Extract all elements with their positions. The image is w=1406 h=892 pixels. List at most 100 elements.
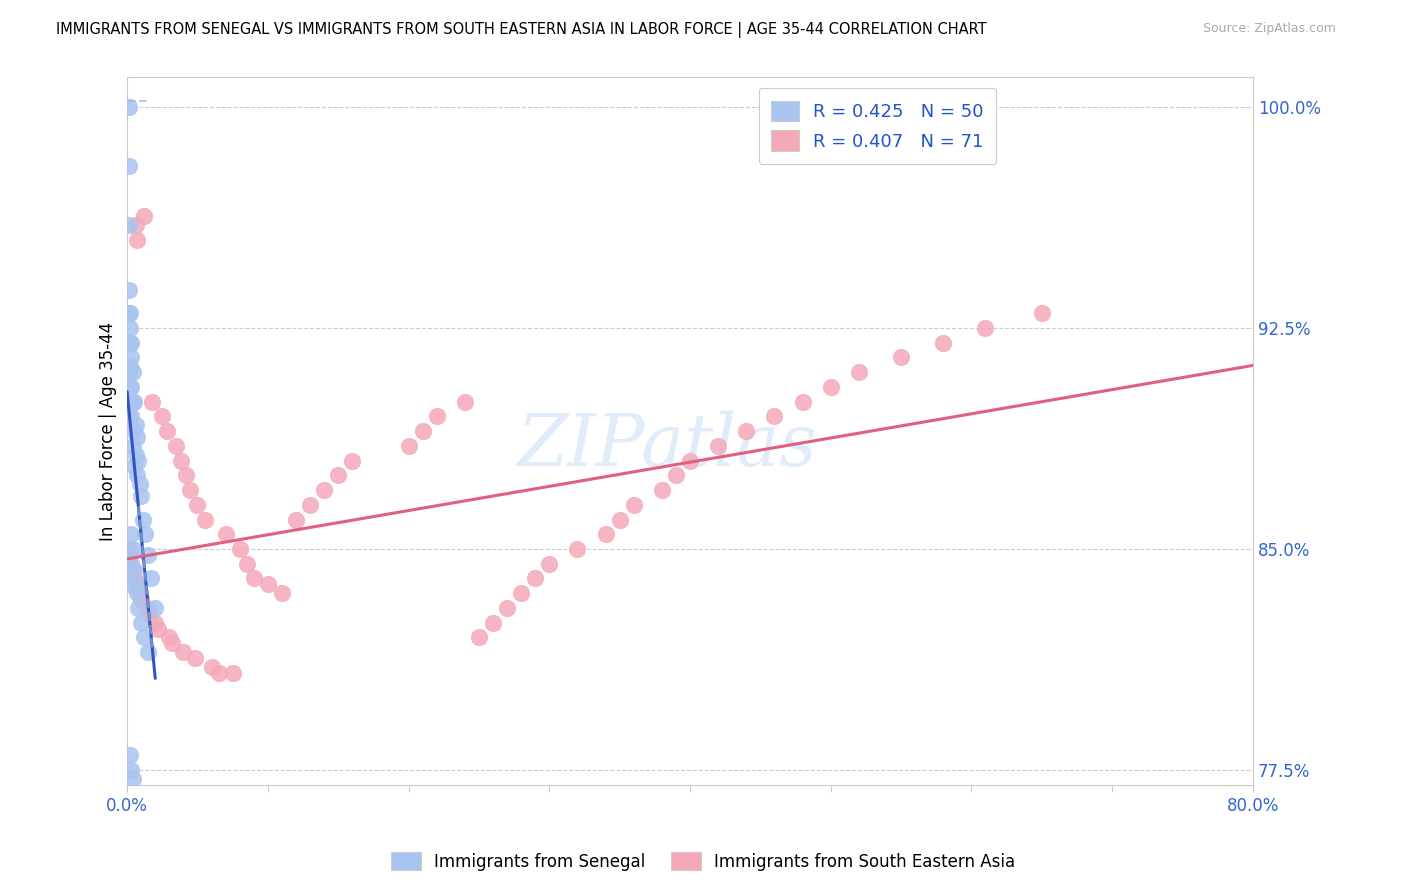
Point — [132, 631, 155, 645]
Text: ZIPatlas: ZIPatlas — [517, 410, 817, 481]
Point — [524, 571, 547, 585]
Point — [120, 380, 142, 394]
Point — [482, 615, 505, 630]
Point — [141, 394, 163, 409]
Point — [129, 489, 152, 503]
Legend: R = 0.425   N = 50, R = 0.407   N = 71: R = 0.425 N = 50, R = 0.407 N = 71 — [759, 88, 995, 164]
Point — [122, 459, 145, 474]
Point — [120, 351, 142, 365]
Point — [124, 418, 146, 433]
Point — [124, 448, 146, 462]
Point — [193, 512, 215, 526]
Point — [200, 660, 222, 674]
Point — [207, 665, 229, 680]
Point — [567, 541, 589, 556]
Point — [125, 586, 148, 600]
Point — [118, 380, 141, 394]
Point — [235, 557, 257, 571]
Point — [665, 468, 688, 483]
Point — [117, 306, 139, 320]
Point — [242, 571, 264, 585]
Point — [132, 209, 155, 223]
Point — [124, 577, 146, 591]
Point — [174, 468, 197, 483]
Point — [122, 563, 145, 577]
Point — [117, 548, 139, 562]
Point — [143, 615, 166, 630]
Point — [183, 651, 205, 665]
Point — [131, 512, 153, 526]
Point — [256, 577, 278, 591]
Point — [125, 233, 148, 247]
Point — [129, 592, 152, 607]
Point — [169, 453, 191, 467]
Point — [398, 439, 420, 453]
Point — [426, 409, 449, 424]
Point — [128, 477, 150, 491]
Point — [792, 394, 814, 409]
Point — [117, 218, 139, 232]
Point — [127, 577, 149, 591]
Point — [157, 631, 180, 645]
Point — [135, 601, 157, 615]
Point — [125, 430, 148, 444]
Point — [121, 439, 143, 453]
Point — [299, 498, 322, 512]
Point — [270, 586, 292, 600]
Point — [890, 351, 912, 365]
Point — [763, 409, 786, 424]
Point — [1031, 306, 1053, 320]
Point — [121, 563, 143, 577]
Point — [228, 541, 250, 556]
Point — [136, 548, 159, 562]
Point — [120, 763, 142, 777]
Point — [165, 439, 187, 453]
Point — [412, 424, 434, 438]
Point — [122, 394, 145, 409]
Text: IMMIGRANTS FROM SENEGAL VS IMMIGRANTS FROM SOUTH EASTERN ASIA IN LABOR FORCE | A: IMMIGRANTS FROM SENEGAL VS IMMIGRANTS FR… — [56, 22, 987, 38]
Point — [150, 409, 173, 424]
Point — [118, 748, 141, 763]
Point — [370, 822, 392, 836]
Point — [125, 468, 148, 483]
Point — [117, 100, 139, 114]
Point — [454, 394, 477, 409]
Point — [139, 571, 162, 585]
Point — [122, 424, 145, 438]
Point — [328, 468, 350, 483]
Point — [609, 512, 631, 526]
Point — [623, 498, 645, 512]
Point — [121, 541, 143, 556]
Point — [595, 527, 617, 541]
Point — [129, 615, 152, 630]
Point — [117, 541, 139, 556]
Point — [679, 453, 702, 467]
Point — [510, 586, 533, 600]
Point — [118, 335, 141, 350]
Legend: Immigrants from Senegal, Immigrants from South Eastern Asia: Immigrants from Senegal, Immigrants from… — [382, 844, 1024, 880]
Point — [160, 636, 183, 650]
Text: Source: ZipAtlas.com: Source: ZipAtlas.com — [1202, 22, 1336, 36]
Point — [932, 335, 955, 350]
Point — [117, 577, 139, 591]
Point — [120, 409, 142, 424]
Point — [124, 218, 146, 232]
Point — [118, 548, 141, 562]
Point — [121, 394, 143, 409]
Point — [221, 665, 243, 680]
Point — [143, 601, 166, 615]
Point — [285, 512, 308, 526]
Point — [121, 365, 143, 379]
Point — [122, 571, 145, 585]
Point — [155, 424, 177, 438]
Point — [146, 622, 169, 636]
Point — [707, 439, 730, 453]
Point — [651, 483, 673, 497]
Point — [496, 601, 519, 615]
Point — [538, 557, 561, 571]
Point — [127, 453, 149, 467]
Point — [118, 359, 141, 374]
Point — [356, 807, 378, 822]
Point — [120, 557, 142, 571]
Point — [120, 335, 142, 350]
